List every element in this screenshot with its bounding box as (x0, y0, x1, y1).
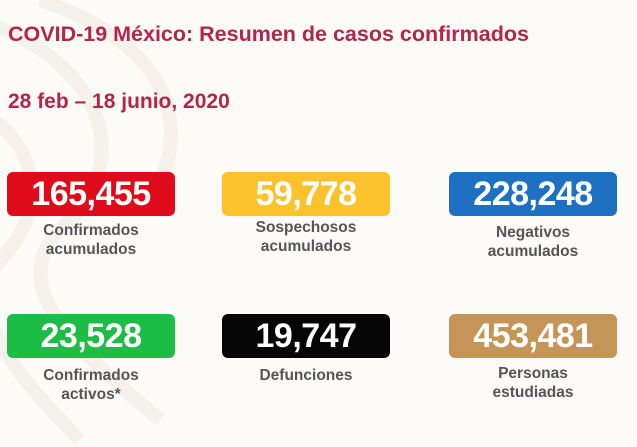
stat-label: Negativos (495, 224, 571, 241)
stat-value: 19,747 (222, 314, 390, 358)
stat-active-confirmed: 23,528 Confirmados activos* (7, 314, 175, 404)
stat-confirmed-cumulative: 165,455 Confirmados acumulados (7, 172, 175, 259)
stat-label: Personas (498, 365, 568, 382)
stat-label: acumulados (45, 241, 137, 258)
stat-label: acumulados (260, 238, 352, 255)
date-range: 28 feb – 18 junio, 2020 (8, 90, 230, 113)
page-title: COVID-19 México: Resumen de casos confir… (8, 22, 529, 46)
stat-value: 453,481 (449, 314, 617, 358)
stat-label: Confirmados (43, 367, 139, 384)
stat-value: 23,528 (7, 314, 175, 358)
stat-value: 228,248 (449, 172, 617, 216)
stat-label: Sospechosos (255, 219, 357, 236)
stat-label: activos* (61, 386, 121, 403)
stat-people-studied: 453,481 Personas estudiadas (449, 314, 617, 402)
stat-deaths: 19,747 Defunciones (222, 314, 390, 385)
stat-value: 165,455 (7, 172, 175, 216)
stat-label: acumulados (487, 243, 579, 260)
stat-label: Defunciones (259, 367, 353, 384)
stat-label: Confirmados (43, 222, 139, 239)
stat-value: 59,778 (222, 172, 390, 216)
background-pattern (0, 0, 179, 445)
stat-label: estudiadas (492, 384, 574, 401)
stat-negative-cumulative: 228,248 Negativos acumulados (449, 172, 617, 261)
stat-suspected-cumulative: 59,778 Sospechosos acumulados (222, 172, 390, 256)
